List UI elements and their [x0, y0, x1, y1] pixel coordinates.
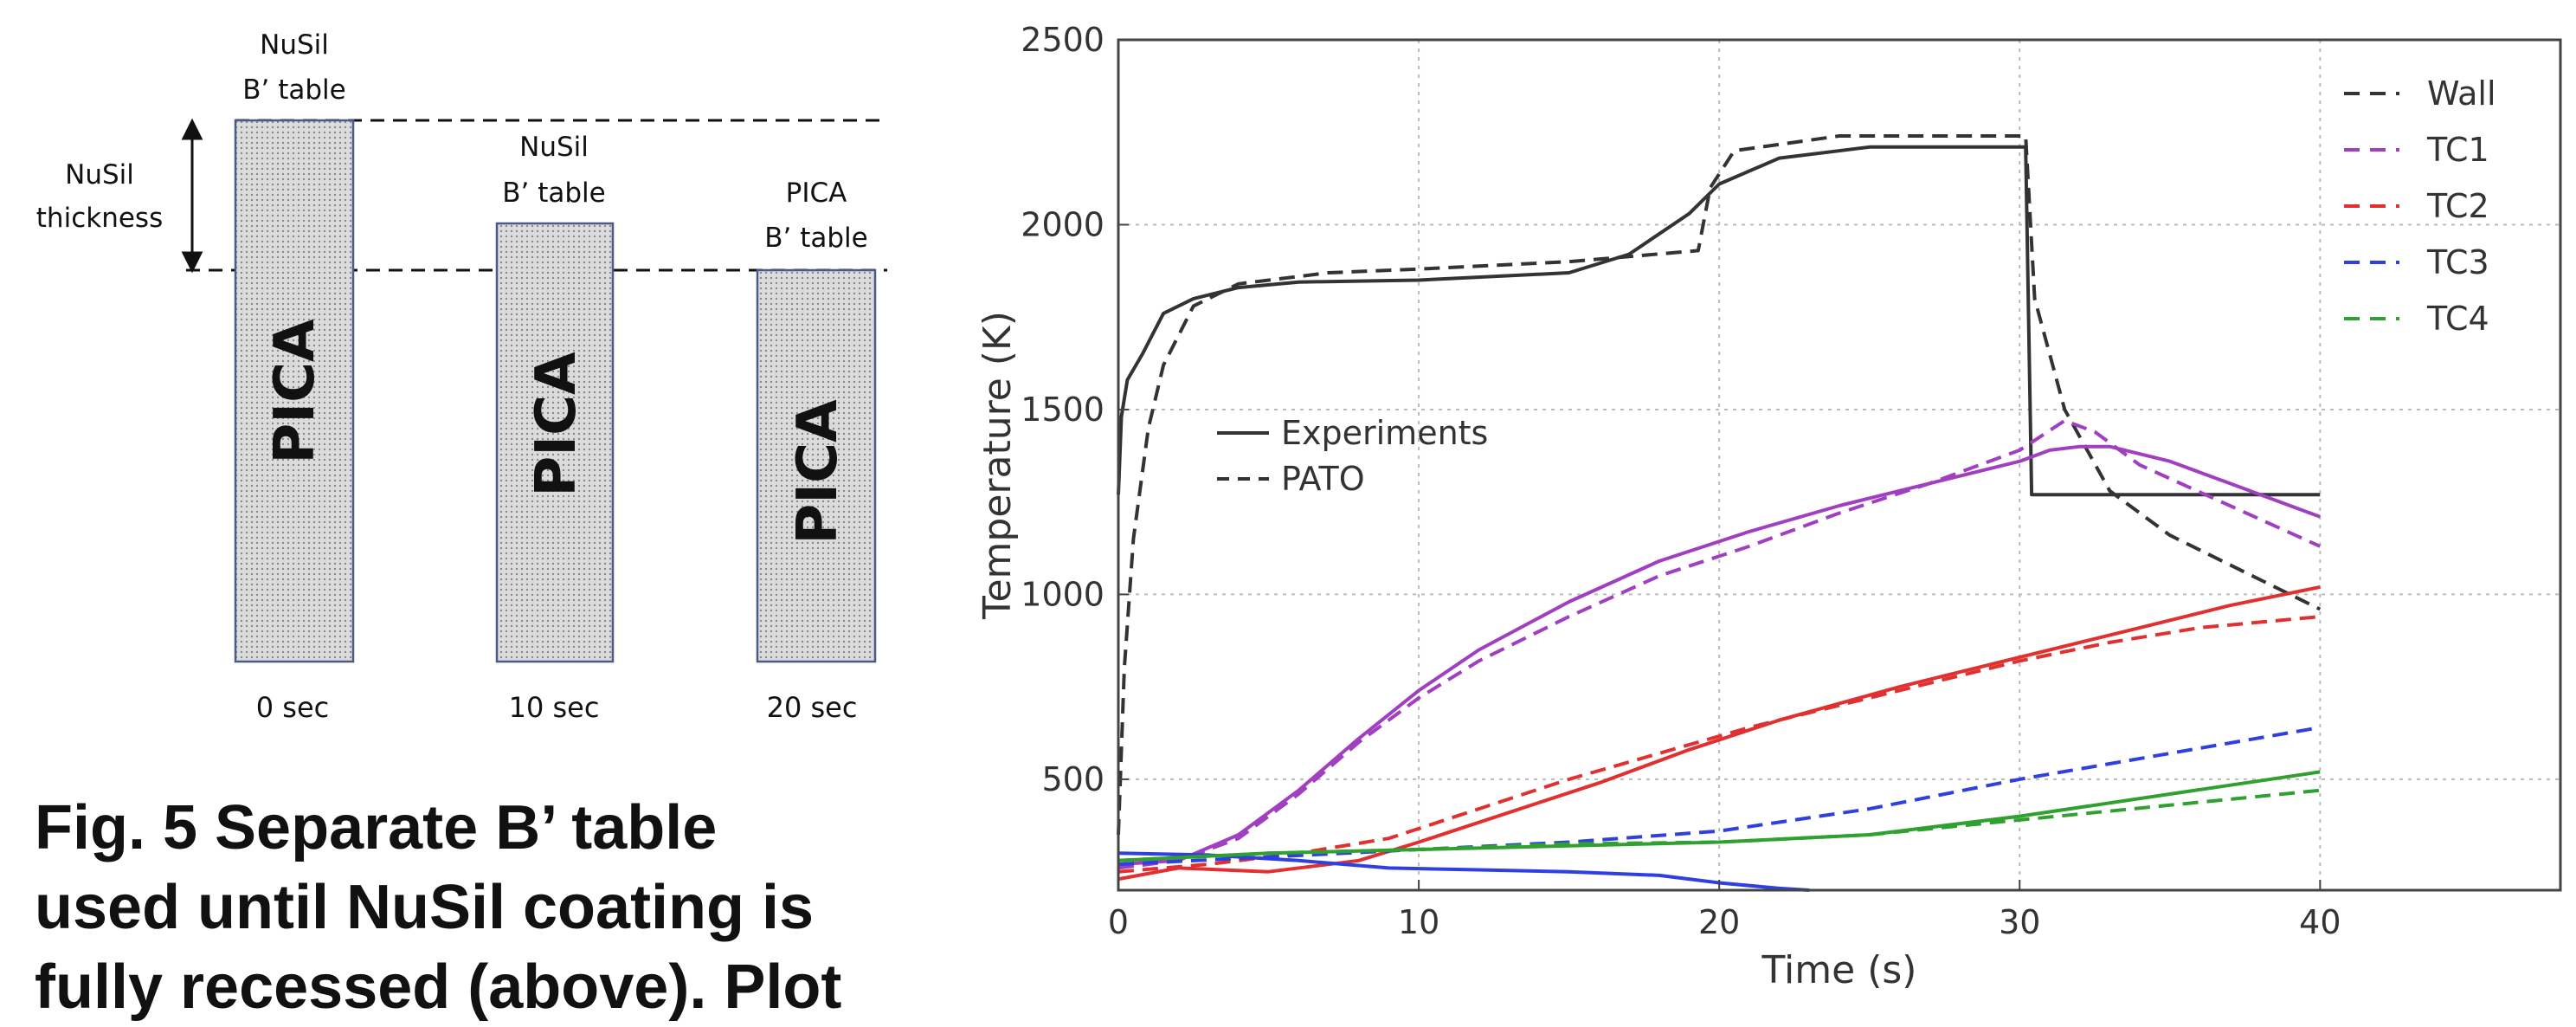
y-tick-label: 1500 [1021, 391, 1104, 429]
series-line-tc1-exp [1117, 444, 2321, 867]
legend-entry: TC2 [2426, 187, 2489, 225]
column-2-body-label: PICA [786, 399, 850, 545]
series-line-tc2-exp [1117, 585, 2321, 882]
caption-line-2: used until NuSil coating is [35, 873, 815, 942]
y-tick-label: 500 [1041, 760, 1104, 798]
x-tick-label: 30 [1999, 903, 2040, 941]
legend-series: Wall TC1 TC2 TC3 TC4 [2344, 74, 2496, 338]
column-2-time-label: 20 sec [767, 691, 858, 724]
x-axis-label: Time (s) [1761, 948, 1917, 992]
material-column-0 [234, 119, 355, 663]
plot-frame [1117, 38, 2562, 892]
material-column-1 [495, 222, 615, 663]
thickness-arrow [181, 118, 203, 274]
column-1-top-label-line-1: NuSil [519, 132, 589, 163]
series-line-wall-exp [1117, 145, 2321, 497]
x-tick-label: 0 [1108, 903, 1129, 941]
thickness-label-line-2: thickness [36, 203, 163, 234]
y-axis-label: Temperature (K) [976, 311, 1020, 620]
column-1-top-label-line-2: B’ table [502, 178, 606, 209]
caption-line-3: fully recessed (above). Plot [35, 953, 842, 1022]
y-tick-label: 2500 [1021, 21, 1104, 59]
column-0-body-label: PICA [263, 319, 327, 464]
thickness-label-line-1: NuSil [65, 159, 134, 191]
figure-caption: Fig. 5 Separate B’ table used until NuSi… [35, 788, 935, 1027]
legend-entry: TC3 [2426, 243, 2489, 281]
bprime-schematic: NuSil thickness NuSil B’ table PICA 0 se… [36, 29, 887, 724]
x-tick-label: 20 [1698, 903, 1740, 941]
style-legend-entry: PATO [1281, 460, 1365, 498]
y-tick-label: 2000 [1021, 205, 1104, 243]
legend-entry: Wall [2427, 74, 2496, 113]
style-legend-entry: Experiments [1281, 414, 1488, 452]
column-1-time-label: 10 sec [509, 691, 600, 724]
legend-entry: TC4 [2426, 300, 2489, 338]
series-line-tc4-pato [1117, 788, 2321, 862]
column-2-top-label-line-2: B’ table [764, 223, 868, 254]
x-tick-label: 10 [1398, 903, 1439, 941]
caption-line-1: Fig. 5 Separate B’ table [35, 793, 718, 862]
series-line-tc1-pato [1117, 418, 2322, 870]
x-tick-label: 40 [2299, 903, 2341, 941]
column-0-top-label-line-1: NuSil [260, 29, 329, 61]
series-lines [1117, 134, 2322, 892]
y-tick-label: 1000 [1021, 575, 1104, 613]
column-0-time-label: 0 sec [256, 691, 329, 724]
column-2-top-label-line-1: PICA [786, 178, 847, 209]
column-0-top-label-line-2: B’ table [242, 74, 346, 106]
series-line-wall-pato [1117, 134, 2322, 836]
legend-entry: TC1 [2426, 131, 2489, 169]
series-line-tc3-pato [1117, 726, 2321, 867]
temperature-chart: 0 10 20 30 40 500 1000 1500 2000 2500 Time (s) Te… [976, 21, 2562, 992]
column-1-body-label: PICA [525, 352, 589, 497]
legend-styles: Experiments PATO [1217, 414, 1488, 498]
material-column-2 [756, 268, 877, 663]
axis-ticks: 0 10 20 30 40 500 1000 1500 2000 2500 [1021, 21, 2341, 941]
